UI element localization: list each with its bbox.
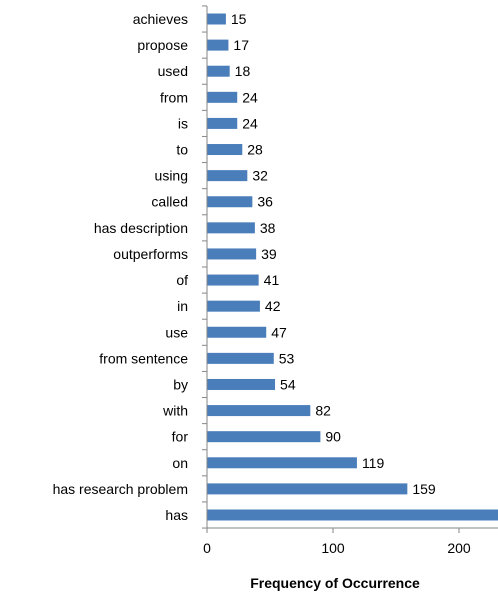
category-label: has — [165, 507, 188, 523]
value-label: 36 — [257, 194, 273, 210]
category-label: in — [177, 298, 188, 314]
bar — [207, 431, 321, 443]
category-label: of — [176, 272, 188, 288]
x-tick-label: 100 — [321, 540, 345, 556]
category-label: use — [165, 324, 188, 340]
value-label: 39 — [261, 246, 277, 262]
bar — [207, 91, 238, 103]
category-label: propose — [137, 37, 188, 53]
category-label: for — [172, 429, 189, 445]
value-label: 28 — [247, 142, 263, 158]
category-label: with — [162, 403, 188, 419]
bar — [207, 144, 243, 156]
category-label: is — [178, 115, 188, 131]
bar — [207, 457, 357, 469]
category-label: achieves — [133, 11, 188, 27]
y-axis-ticks — [202, 5, 207, 529]
category-label: from — [160, 89, 188, 105]
value-label: 32 — [252, 168, 268, 184]
value-label: 24 — [242, 89, 258, 105]
bar — [207, 170, 248, 182]
value-label: 42 — [265, 298, 281, 314]
x-tick-label: 200 — [447, 540, 471, 556]
category-labels: achieves propose used from is to using called ha… — [53, 11, 189, 523]
bar — [207, 117, 238, 129]
bar-group — [207, 13, 498, 521]
value-label: 38 — [260, 220, 276, 236]
category-label: using — [155, 168, 188, 184]
category-label: has research problem — [53, 481, 188, 497]
category-label: called — [151, 194, 188, 210]
value-label: 24 — [242, 115, 258, 131]
value-label: 119 — [362, 455, 385, 471]
category-label: has description — [94, 220, 188, 236]
value-label: 53 — [279, 350, 295, 366]
category-label: outperforms — [113, 246, 188, 262]
value-labels: 15 17 18 24 24 28 32 36 38 39 41 42 47 53 54 82 90 119 159… — [231, 11, 436, 497]
value-label: 47 — [271, 324, 287, 340]
bar — [207, 405, 311, 417]
value-label: 54 — [280, 376, 296, 392]
bar — [207, 222, 255, 234]
bar — [207, 274, 259, 286]
value-label: 159 — [412, 481, 436, 497]
category-label: from sentence — [99, 350, 188, 366]
bar — [207, 248, 257, 260]
category-label: used — [158, 63, 188, 79]
bar — [207, 352, 274, 364]
bar — [207, 196, 253, 208]
value-label: 15 — [231, 11, 247, 27]
value-label: 90 — [325, 429, 341, 445]
bar — [207, 378, 276, 390]
category-label: to — [176, 142, 188, 158]
x-axis-title: Frequency of Occurrence — [250, 575, 420, 591]
x-axis-ticks: 0 100 200 — [203, 528, 471, 556]
bar — [207, 509, 498, 521]
category-label: by — [173, 376, 188, 392]
category-label: on — [172, 455, 188, 471]
value-label: 41 — [264, 272, 280, 288]
value-label: 17 — [233, 37, 249, 53]
bar — [207, 300, 260, 312]
value-label: 18 — [235, 63, 251, 79]
bar — [207, 326, 267, 338]
bar — [207, 65, 230, 77]
bar — [207, 483, 408, 495]
bar — [207, 39, 229, 51]
bar — [207, 13, 226, 25]
value-label: 82 — [315, 403, 331, 419]
x-tick-label: 0 — [203, 540, 211, 556]
